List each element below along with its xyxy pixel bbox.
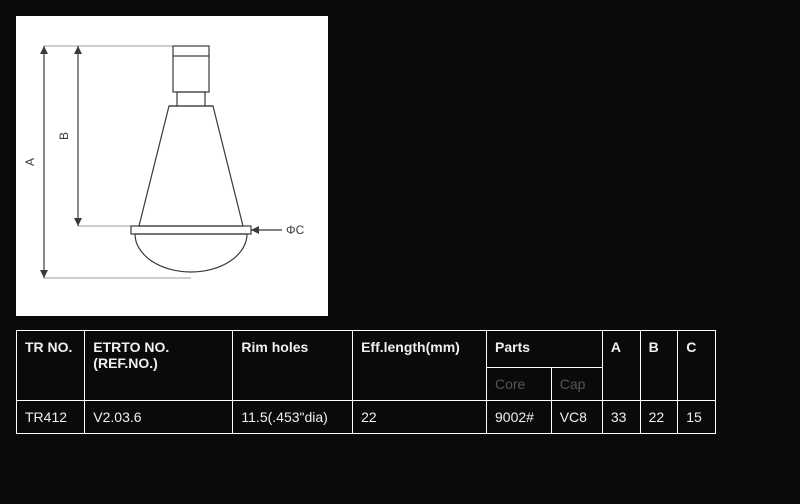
- col-c: C: [678, 331, 716, 401]
- svg-text:A: A: [23, 158, 37, 166]
- col-a: A: [602, 331, 640, 401]
- col-core: Core: [487, 368, 552, 401]
- cell-eff-length: 22: [353, 401, 487, 434]
- table-header-row: TR NO. ETRTO NO.(REF.NO.) Rim holes Eff.…: [17, 331, 716, 368]
- cell-core: 9002#: [487, 401, 552, 434]
- cell-tr-no: TR412: [17, 401, 85, 434]
- table-row: TR412 V2.03.6 11.5(.453"dia) 22 9002# VC…: [17, 401, 716, 434]
- cell-rim-holes: 11.5(.453"dia): [233, 401, 353, 434]
- cell-b: 22: [640, 401, 678, 434]
- valve-diagram: A B ΦC: [16, 16, 328, 316]
- spec-table-container: TR NO. ETRTO NO.(REF.NO.) Rim holes Eff.…: [16, 330, 716, 434]
- col-cap: Cap: [551, 368, 602, 401]
- col-parts: Parts: [487, 331, 603, 368]
- col-tr-no: TR NO.: [17, 331, 85, 401]
- cell-c: 15: [678, 401, 716, 434]
- spec-table: TR NO. ETRTO NO.(REF.NO.) Rim holes Eff.…: [16, 330, 716, 434]
- cell-etrto: V2.03.6: [85, 401, 233, 434]
- svg-text:ΦC: ΦC: [286, 223, 305, 237]
- col-rim-holes: Rim holes: [233, 331, 353, 401]
- col-eff-length: Eff.length(mm): [353, 331, 487, 401]
- cell-a: 33: [602, 401, 640, 434]
- col-etrto: ETRTO NO.(REF.NO.): [85, 331, 233, 401]
- col-b: B: [640, 331, 678, 401]
- svg-text:B: B: [57, 132, 71, 140]
- cell-cap: VC8: [551, 401, 602, 434]
